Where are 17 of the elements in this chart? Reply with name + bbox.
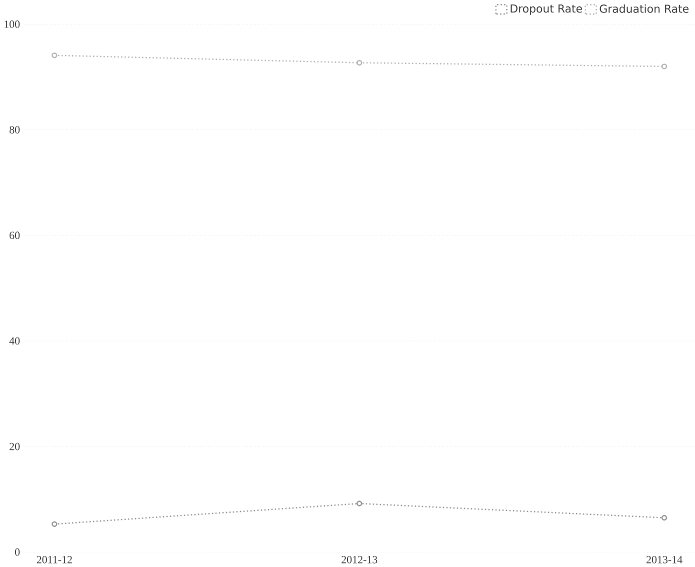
legend-label: Graduation Rate: [600, 4, 689, 13]
point: [356, 60, 362, 66]
y-tick-label: 40: [9, 337, 20, 345]
y-tick-label: 0: [15, 548, 20, 556]
point: [661, 64, 668, 70]
x-tick-label: 2012-13: [342, 556, 378, 564]
x-tick-label: 2013-14: [646, 556, 682, 564]
y-tick-label: 80: [10, 126, 20, 134]
point: [52, 521, 58, 527]
y-tick-label: 60: [10, 232, 20, 240]
point: [661, 514, 668, 521]
point: [52, 52, 58, 58]
point: [356, 500, 362, 506]
x-tick-label: 2011-12: [36, 556, 72, 564]
y-tick-label: 20: [10, 442, 20, 450]
legend-label: Dropout Rate: [510, 4, 582, 15]
y-tick-label: 100: [4, 20, 20, 28]
